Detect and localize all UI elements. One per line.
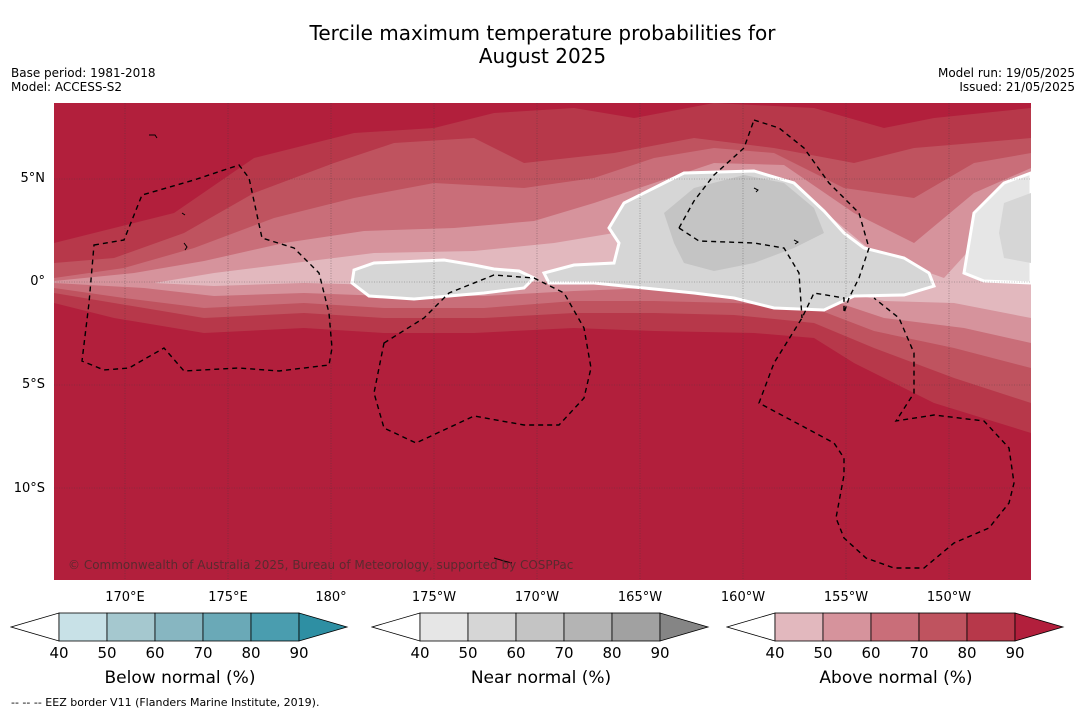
eez-border-line-islands — [753, 119, 1015, 569]
island-c — [753, 187, 759, 193]
colorbar-segment — [822, 612, 872, 642]
meta-right: Model run: 19/05/2025 Issued: 21/05/2025 — [938, 66, 1075, 94]
colorbar-segment — [419, 612, 469, 642]
colorbar-near-normal — [371, 612, 710, 642]
copyright-notice: © Commonwealth of Australia 2025, Bureau… — [68, 558, 574, 572]
lon-label-165w: 165°W — [617, 590, 663, 605]
islands — [149, 134, 799, 564]
chart-title: Tercile maximum temperature probabilitie… — [0, 22, 1085, 68]
meta-left: Base period: 1981-2018 Model: ACCESS-S2 — [11, 66, 156, 94]
title-line-2: August 2025 — [478, 44, 607, 68]
above-tick: 60 — [861, 644, 881, 662]
lon-label-170e: 170°E — [105, 590, 145, 605]
lat-label-0: 0° — [30, 274, 45, 289]
lon-label-170w: 170°W — [514, 590, 560, 605]
model-name: Model: ACCESS-S2 — [11, 80, 123, 94]
map-canvas — [54, 103, 1031, 580]
colorbar-below-normal — [10, 612, 349, 642]
colorbar-segment — [467, 612, 517, 642]
above-tick: 40 — [765, 644, 785, 662]
lat-label-10s: 10°S — [13, 481, 45, 496]
grid-lines — [54, 103, 1031, 580]
below-tick: 50 — [97, 644, 117, 662]
lon-label-175e: 175°E — [208, 590, 248, 605]
colorbar-segment — [966, 612, 1016, 642]
above-tick: 70 — [909, 644, 929, 662]
colorbar-segment — [611, 612, 661, 642]
lat-label-5s: 5°S — [21, 377, 45, 392]
below-tick: 40 — [49, 644, 69, 662]
colorbar-segment — [918, 612, 968, 642]
above-tick: 90 — [1005, 644, 1025, 662]
model-run: Model run: 19/05/2025 — [937, 66, 1075, 80]
colorbar-min-extend — [371, 612, 421, 642]
colorbar-segment — [563, 612, 613, 642]
colorbar-segment — [202, 612, 252, 642]
colorbar-near-swatches — [371, 612, 710, 642]
near-tick: 80 — [602, 644, 622, 662]
colorbar-max-extend — [1014, 612, 1065, 642]
colorbar-max-extend — [659, 612, 710, 642]
eez-border-tokelau — [373, 274, 592, 444]
colorbar-min-extend — [726, 612, 776, 642]
eez-border-kiribati-gilbert — [81, 164, 333, 372]
issued-date: Issued: 21/05/2025 — [959, 80, 1075, 94]
lat-label-5n: 5°N — [20, 171, 46, 186]
near-normal-east-core — [999, 193, 1031, 263]
colorbar-above-normal — [726, 612, 1065, 642]
colorbar-segment — [870, 612, 920, 642]
colorbar-below-label: Below normal (%) — [104, 668, 256, 688]
lon-label-155w: 155°W — [823, 590, 869, 605]
island-b — [183, 242, 188, 251]
colorbar-near-label: Near normal (%) — [470, 668, 612, 688]
above-tick: 80 — [957, 644, 977, 662]
lon-label-180: 180° — [315, 590, 347, 605]
probability-map[interactable] — [54, 103, 1031, 580]
colorbar-max-extend — [298, 612, 349, 642]
colorbar-segment — [106, 612, 156, 642]
colorbar-above-swatches — [726, 612, 1065, 642]
base-period: Base period: 1981-2018 — [11, 66, 156, 80]
colorbar-segment — [515, 612, 565, 642]
eez-footnote: -- -- -- EEZ border V11 (Flanders Marine… — [11, 696, 320, 709]
near-tick: 60 — [506, 644, 526, 662]
below-tick: 90 — [289, 644, 309, 662]
title-line-1: Tercile maximum temperature probabilitie… — [309, 21, 776, 45]
below-tick: 60 — [145, 644, 165, 662]
colorbar-segment — [250, 612, 300, 642]
lon-label-160w: 160°W — [720, 590, 766, 605]
island-a — [149, 134, 158, 139]
colorbar-segment — [154, 612, 204, 642]
above-tick: 50 — [813, 644, 833, 662]
lon-label-150w: 150°W — [926, 590, 972, 605]
below-tick: 80 — [241, 644, 261, 662]
colorbar-segment — [774, 612, 824, 642]
near-tick: 90 — [650, 644, 670, 662]
island-e — [181, 212, 186, 216]
near-tick: 50 — [458, 644, 478, 662]
eez-border-central — [678, 227, 803, 319]
eez-borders — [81, 119, 1015, 569]
below-tick: 70 — [193, 644, 213, 662]
colorbar-above-label: Above normal (%) — [819, 668, 973, 688]
near-tick: 40 — [410, 644, 430, 662]
near-normal-core — [664, 175, 824, 271]
colorbar-below-swatches — [10, 612, 349, 642]
lon-label-175w: 175°W — [411, 590, 457, 605]
island-f — [493, 557, 513, 564]
eez-border-phoenix-line — [678, 119, 755, 229]
near-tick: 70 — [554, 644, 574, 662]
colorbar-min-extend — [10, 612, 60, 642]
island-d — [793, 239, 799, 245]
colorbar-segment — [58, 612, 108, 642]
